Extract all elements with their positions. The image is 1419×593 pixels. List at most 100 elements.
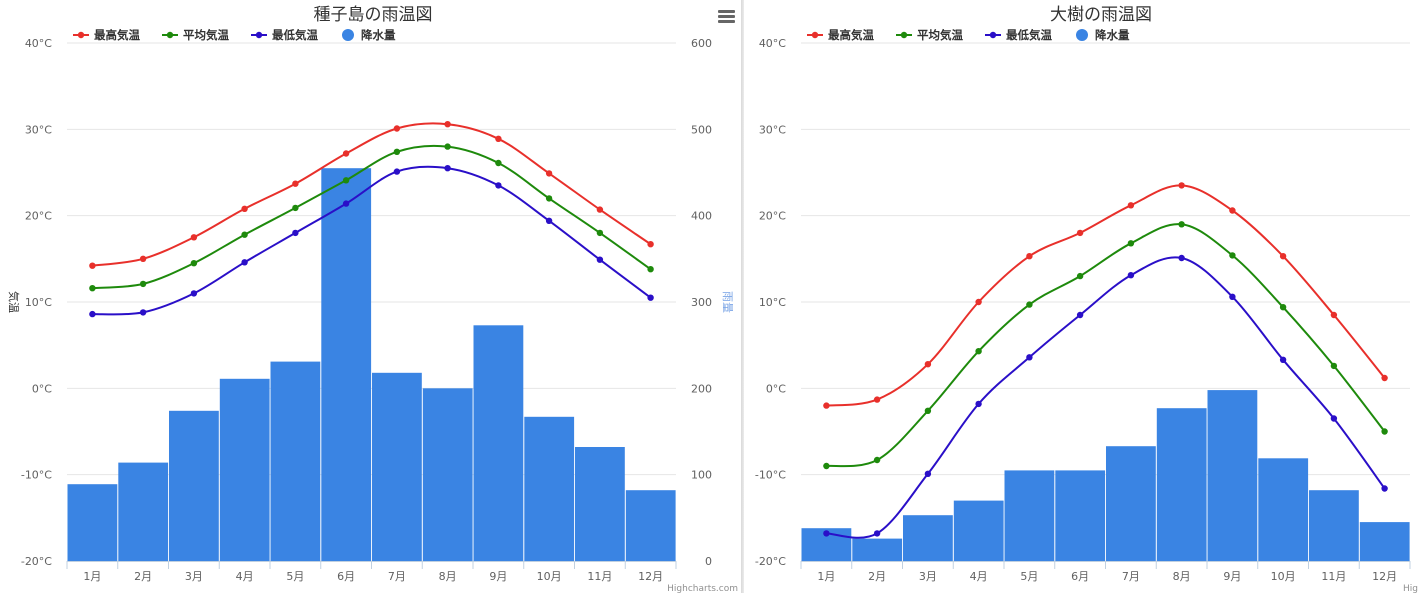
- chart-left-point-最低気温-10: [545, 217, 553, 224]
- chart-right-month-label: 6月: [1071, 570, 1089, 583]
- chart-left-point-最低気温-4: [241, 259, 248, 266]
- chart-right-point-最高気温-5: [1026, 253, 1033, 260]
- chart-left-point-平均気温-4: [241, 231, 248, 238]
- chart-left-point-平均気温-2: [139, 280, 147, 288]
- chart-right-point-最高気温-2: [873, 396, 881, 403]
- chart-left-month-label: 12月: [638, 570, 663, 583]
- chart-left-point-平均気温-3: [190, 260, 198, 267]
- chart-left-legend-label: 降水量: [361, 28, 396, 42]
- chart-left-rain-bar-10: [524, 416, 575, 561]
- chart-right-rain-bar-4: [953, 500, 1004, 561]
- chart-right-point-平均気温-10: [1279, 304, 1287, 311]
- chart-right-point-平均気温-1: [823, 462, 830, 470]
- chart-menu-button[interactable]: [718, 10, 735, 23]
- chart-right-month-label: 1月: [817, 570, 835, 583]
- hamburger-menu-icon-bar: [718, 10, 735, 13]
- chart-left-point-最低気温-7: [393, 168, 401, 175]
- chart-left-rain-bar-5: [270, 361, 321, 561]
- chart-left-point-最低気温-8: [444, 165, 451, 172]
- chart-right-month-label: 4月: [970, 570, 988, 583]
- chart-left-month-label: 8月: [439, 570, 457, 583]
- chart-right-month-label: 7月: [1122, 570, 1140, 583]
- chart-left-rain-tick-label: 500: [691, 123, 712, 136]
- hamburger-menu-icon-bar: [718, 15, 735, 18]
- chart-right-temp-tick-label: 20°C: [759, 210, 786, 223]
- chart-right-point-最高気温-4: [975, 298, 982, 306]
- chart-left-legend-label: 平均気温: [183, 28, 229, 42]
- chart-right-point-平均気温-2: [873, 456, 881, 464]
- chart-right-legend-marker-平均気温: [900, 31, 908, 39]
- chart-right-temp-tick-label: -20°C: [755, 555, 786, 568]
- chart-panel-right: -20°C -10°C 0°C 10°C 20°C 30°C 40°C 1月 2月 3月 4月 5月 6…: [744, 0, 1419, 593]
- chart-left-rain-tick-label: 100: [691, 469, 712, 482]
- chart-left-point-最低気温-3: [190, 290, 198, 297]
- chart-left-temp-tick-label: 0°C: [32, 382, 52, 395]
- chart-left-month-label: 10月: [537, 570, 562, 583]
- chart-right-point-最低気温-12: [1381, 485, 1388, 492]
- chart-right-point-最高気温-11: [1330, 311, 1338, 319]
- chart-left-temp-tick-label: 10°C: [25, 296, 52, 309]
- chart-right-rain-bar-3: [903, 515, 953, 561]
- chart-right-rain-bar-8: [1156, 408, 1207, 561]
- chart-left-rain-tick-label: 200: [691, 382, 712, 395]
- chart-right-legend-symbol-降水量: [1076, 29, 1088, 41]
- chart-right-line-最高気温: [826, 184, 1386, 407]
- chart-right-rain-bar-6: [1055, 470, 1106, 561]
- chart-left-point-最高気温-7: [393, 125, 401, 132]
- chart-left-rain-bar-4: [219, 378, 270, 561]
- chart-left-point-平均気温-1: [89, 285, 96, 292]
- chart-left-temp-tick-label: 20°C: [25, 210, 52, 223]
- chart-left-line-最低気温: [92, 165, 652, 316]
- chart-left-rain-bar-1: [67, 484, 118, 561]
- chart-right-point-最低気温-7: [1127, 272, 1135, 279]
- chart-right-point-最低気温-8: [1178, 254, 1185, 262]
- chart-left-point-最低気温-2: [139, 309, 147, 316]
- chart-left-rain-bar-2: [118, 462, 169, 561]
- chart-right-month-label: 10月: [1271, 570, 1296, 583]
- chart-right-point-最高気温-10: [1279, 253, 1287, 260]
- chart-left-temp-tick-label: 40°C: [25, 37, 52, 50]
- chart-left-month-label: 5月: [286, 570, 304, 583]
- chart-left-legend-marker-最低気温: [255, 31, 263, 39]
- chart-left-month-label: 6月: [337, 570, 355, 583]
- chart-left-legend-symbol-降水量: [342, 29, 354, 41]
- chart-right-point-平均気温-8: [1178, 221, 1185, 228]
- chart-right-point-最低気温-10: [1279, 356, 1287, 363]
- chart-right-month-label: 9月: [1223, 570, 1241, 583]
- chart-right-legend-label: 最低気温: [1006, 28, 1052, 42]
- chart-right-rain-bar-5: [1004, 470, 1055, 561]
- chart-right-rain-bar-12: [1359, 522, 1410, 561]
- chart-left-point-平均気温-9: [495, 159, 502, 167]
- chart-right-point-最低気温-4: [975, 400, 982, 408]
- chart-right-point-平均気温-12: [1381, 428, 1388, 435]
- chart-left-month-label: 9月: [489, 570, 507, 583]
- chart-left-legend-marker-最高気温: [77, 31, 85, 39]
- chart-right-month-label: 3月: [919, 570, 937, 583]
- chart-left-point-最高気温-6: [342, 150, 350, 157]
- chart-left-rain-tick-label: 0: [705, 555, 712, 568]
- chart-left-point-最低気温-9: [495, 182, 502, 189]
- chart-left-legend-label: 最低気温: [272, 28, 318, 42]
- chart-left-rain-bar-8: [422, 388, 473, 561]
- chart-right-point-最高気温-6: [1076, 229, 1084, 237]
- chart-left-legend-label: 最高気温: [94, 28, 140, 42]
- chart-right-point-最高気温-1: [823, 402, 830, 409]
- chart-left-rain-bar-11: [575, 447, 625, 561]
- chart-left-temp-tick-label: -10°C: [21, 469, 52, 482]
- chart-left-rain-bar-9: [473, 325, 524, 561]
- chart-left-point-最高気温-10: [545, 170, 553, 177]
- chart-right-rain-bar-9: [1207, 390, 1258, 561]
- chart-left-temp-tick-label: -20°C: [21, 555, 52, 568]
- chart-right-point-最高気温-3: [924, 361, 932, 368]
- chart-left-rain-bar-12: [625, 490, 676, 561]
- chart-left-rain-tick-label: 300: [691, 296, 712, 309]
- chart-right-point-最高気温-9: [1229, 207, 1236, 214]
- chart-right-point-最高気温-7: [1127, 202, 1135, 209]
- chart-left-point-最高気温-5: [292, 180, 299, 187]
- chart-right-line-平均気温: [826, 223, 1386, 468]
- chart-right-point-最低気温-2: [873, 530, 881, 537]
- chart-panel-left: -20°C -10°C 0°C 10°C 20°C 30°C 40°C 0 100 200 300 4…: [7, 5, 738, 593]
- chart-left-point-最低気温-1: [89, 310, 96, 318]
- chart-right-month-label: 12月: [1372, 570, 1397, 583]
